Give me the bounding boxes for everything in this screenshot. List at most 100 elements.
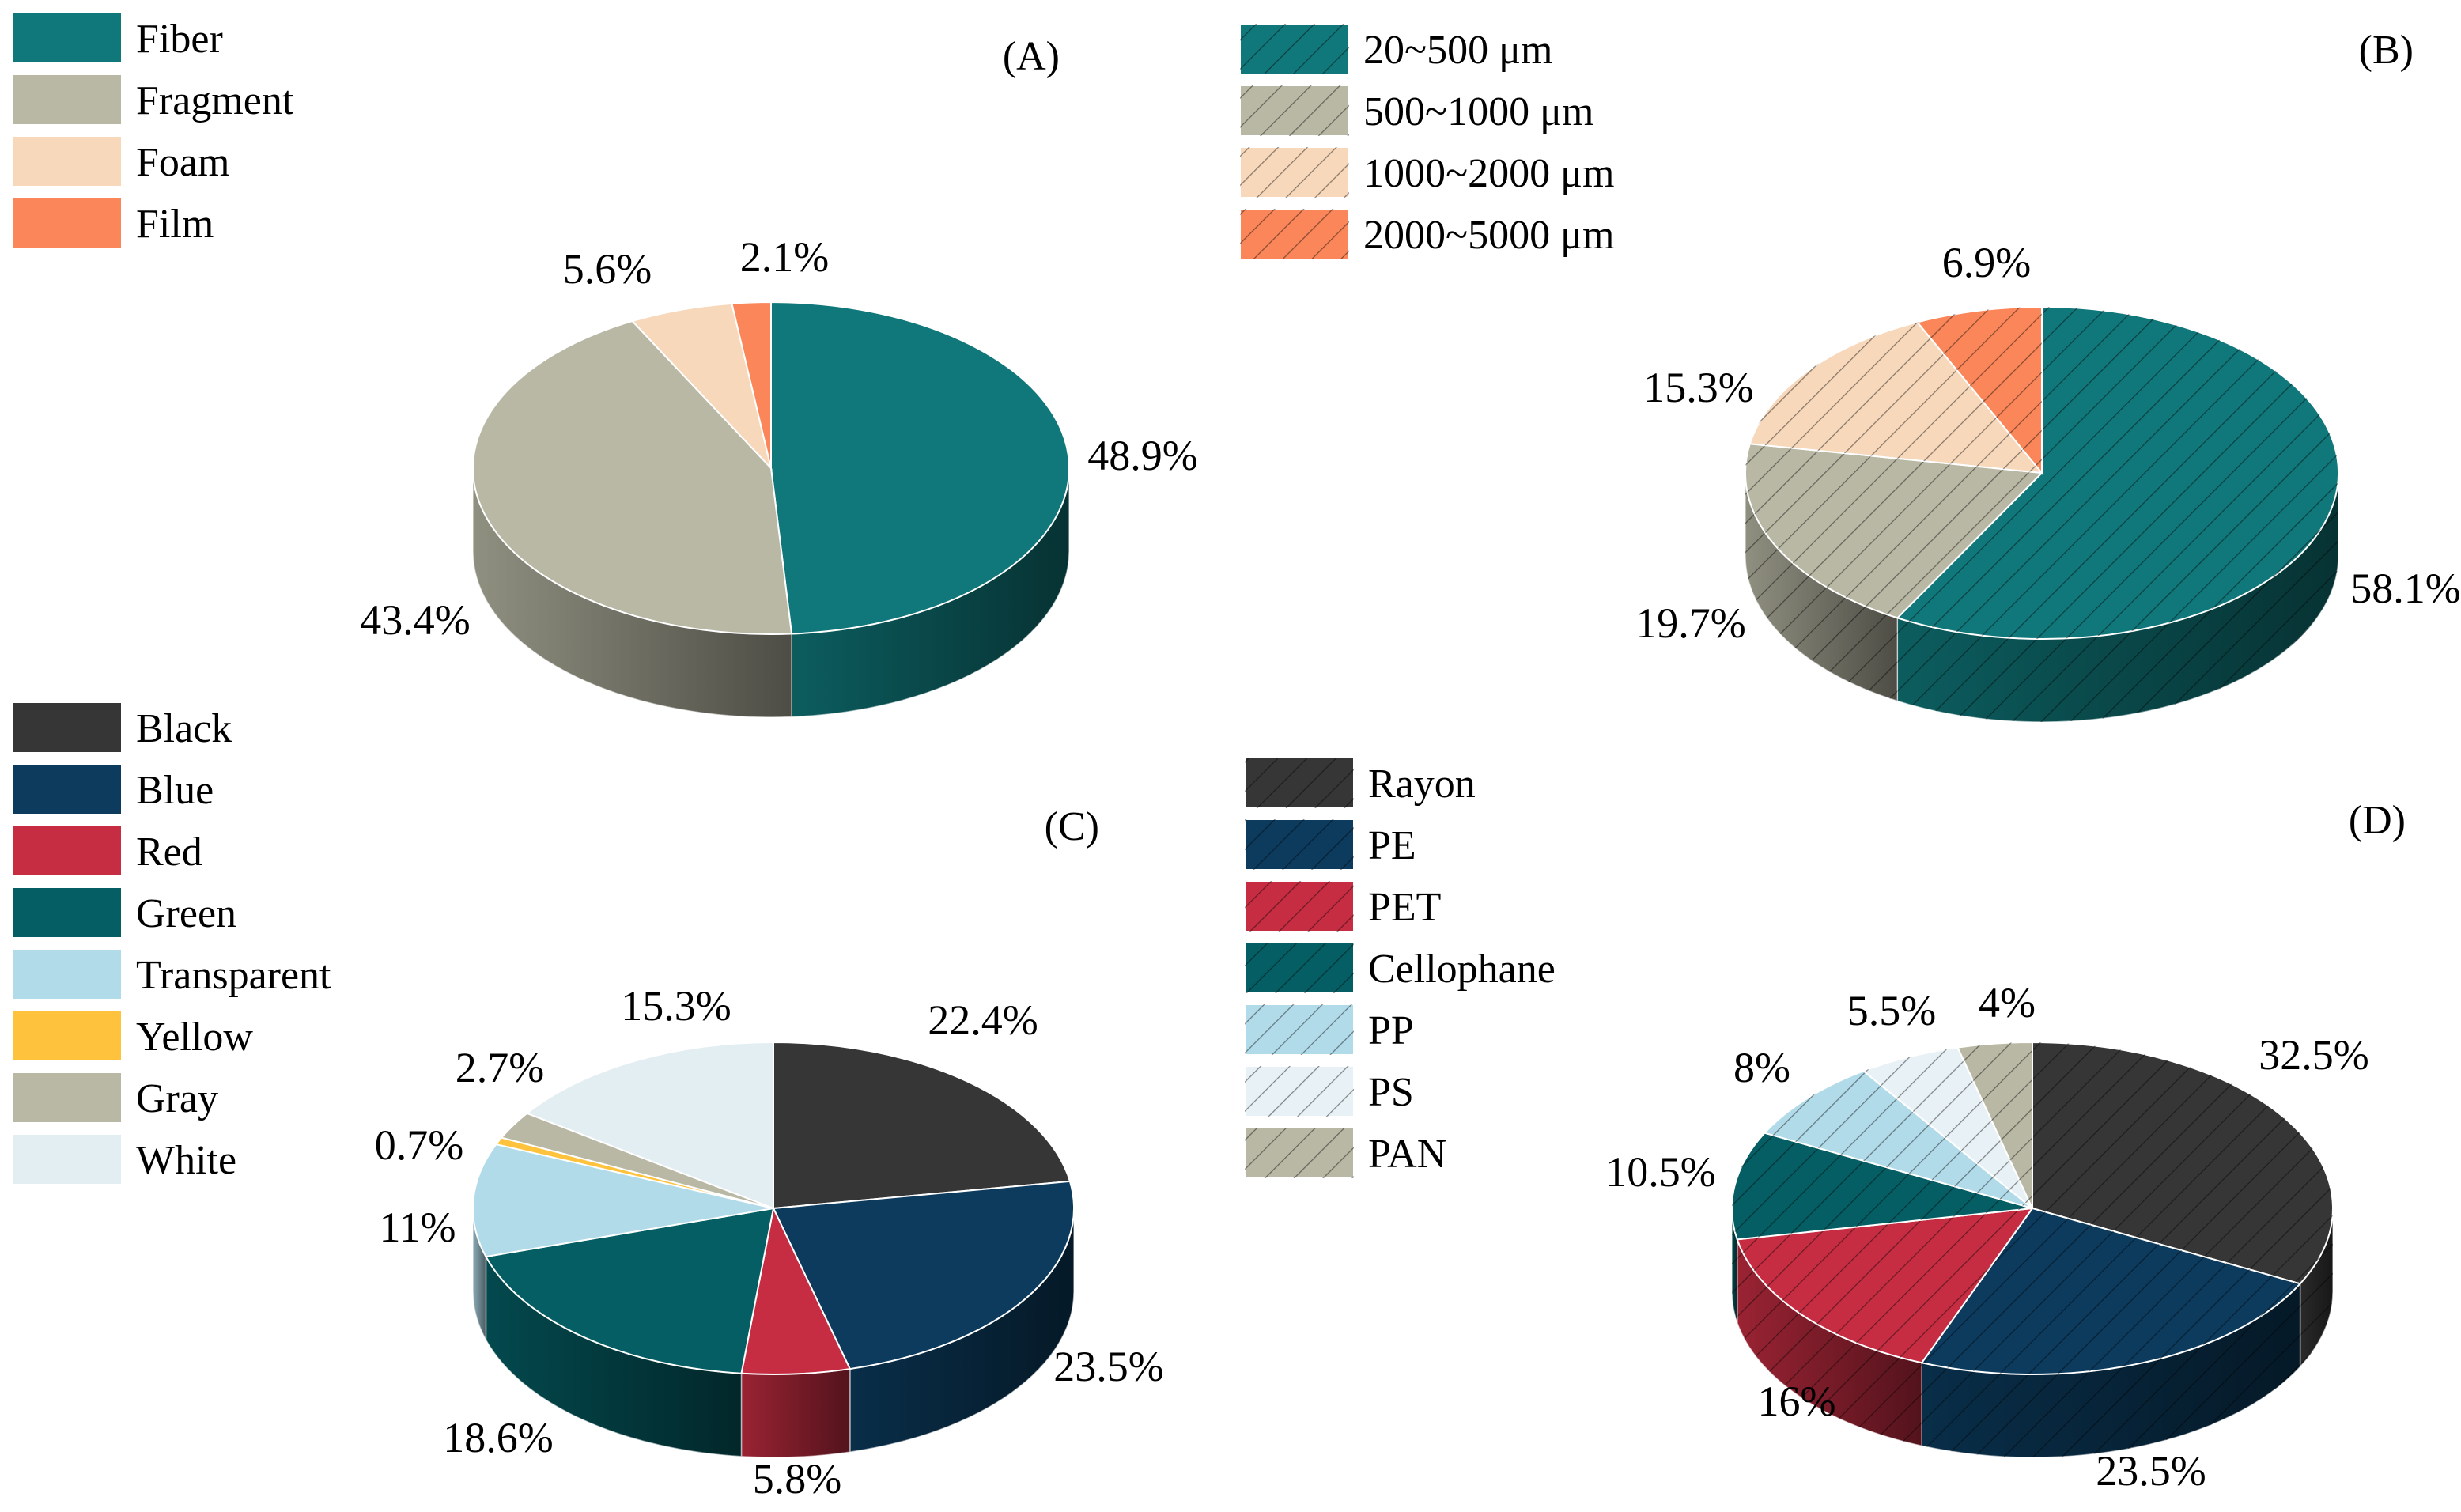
pie-slice-hatch — [1917, 307, 2042, 473]
legend-label: White — [136, 1138, 236, 1183]
legend-swatch — [12, 701, 123, 754]
pie-slice-hatch — [1749, 322, 2042, 473]
legend-label: Yellow — [136, 1015, 253, 1060]
data-label: 23.5% — [1053, 1343, 1163, 1390]
pie-slice-fragment[interactable] — [472, 319, 793, 635]
pie-slice-hatch — [1737, 1208, 2032, 1363]
data-label: 0.7% — [375, 1121, 463, 1169]
legend-swatch-hatch — [1245, 943, 1354, 993]
pie-side-wall — [740, 1368, 851, 1458]
pie-slice-hatch — [1732, 1132, 2032, 1240]
legend-label: Rayon — [1368, 762, 1476, 807]
pie-slice-foam[interactable] — [630, 302, 773, 471]
panel-label: (A) — [1003, 34, 1060, 79]
legend-label: PS — [1368, 1070, 1414, 1115]
data-label: 32.5% — [2259, 1031, 2368, 1079]
data-label: 10.5% — [1605, 1148, 1715, 1196]
legend-swatch-hatch — [1240, 209, 1349, 259]
legend-label: Green — [136, 891, 236, 936]
legend-label: Black — [136, 706, 232, 751]
legend-label: Cellophane — [1368, 947, 1556, 992]
pie-panel-d: Rayon PE PET Cellophane PP PS PAN (D) 32.5% 23.5%… — [1244, 757, 2406, 1495]
data-label: 58.1% — [2350, 565, 2460, 612]
data-label: 4% — [1979, 979, 2036, 1026]
legend-swatch-hatch — [1240, 147, 1349, 198]
data-label: 6.9% — [1942, 239, 2031, 286]
data-label: 5.8% — [753, 1455, 841, 1503]
legend-swatch — [12, 825, 123, 877]
legend-swatch-hatch — [1240, 24, 1349, 74]
pie-slice-hatch — [1863, 1047, 2032, 1208]
data-label: 19.7% — [1635, 599, 1745, 647]
legend-swatch — [12, 886, 123, 939]
pie-side-hatch — [1737, 1239, 1922, 1446]
legend-label: Fragment — [136, 78, 294, 123]
pie-slice-transparent[interactable] — [472, 1143, 774, 1258]
legend-swatch — [12, 1010, 123, 1062]
legend-swatch — [12, 1072, 123, 1124]
pie-slice-white[interactable] — [525, 1041, 774, 1210]
data-label: 18.6% — [443, 1414, 553, 1461]
legend-swatch — [12, 74, 123, 126]
legend-swatch-hatch — [1245, 819, 1354, 870]
pie-slice-black[interactable] — [773, 1041, 1072, 1210]
pie-panel-a: Fiber Fragment Foam Film (A) 48.9% 43.4% 5.6% 2.… — [12, 12, 1198, 718]
pie-slice-hatch — [1745, 444, 2042, 618]
legend-swatch — [12, 948, 123, 1000]
legend-swatch — [12, 12, 123, 64]
pie-slice-hatch — [2032, 1042, 2334, 1284]
pie-slice-blue[interactable] — [772, 1180, 1075, 1370]
data-label: 15.3% — [1643, 364, 1753, 411]
legend-label: PE — [1368, 823, 1416, 868]
pie-side-hatch — [1897, 473, 2338, 722]
legend-swatch-hatch — [1245, 1066, 1354, 1117]
legend-label: 500~1000 μm — [1363, 89, 1593, 134]
pie-panels: Fiber Fragment Foam Film (A) 48.9% 43.4% 5.6% 2.… — [12, 12, 2461, 1503]
legend-label: PP — [1368, 1008, 1414, 1053]
data-label: 23.5% — [2096, 1447, 2206, 1495]
legend-swatch — [12, 1133, 123, 1185]
legend-swatch — [12, 135, 123, 187]
data-label: 8% — [1733, 1044, 1790, 1091]
legend-label: Foam — [136, 140, 229, 185]
legend-label: Transparent — [136, 953, 331, 998]
data-label: 11% — [380, 1204, 456, 1251]
data-label: 16% — [1758, 1378, 1836, 1425]
pie-slice-hatch — [1897, 307, 2339, 640]
legend-label: Gray — [136, 1076, 218, 1121]
pie-slice-fiber[interactable] — [770, 301, 1071, 635]
data-label: 2.1% — [740, 233, 829, 281]
legend-swatch-hatch — [1245, 1004, 1354, 1055]
legend-swatch-hatch — [1245, 881, 1354, 932]
data-label: 5.5% — [1847, 987, 1936, 1034]
pie-slice-hatch — [1764, 1071, 2032, 1208]
legend-label: 20~500 μm — [1363, 28, 1552, 73]
pie-side-hatch — [1745, 473, 1898, 701]
legend-label: 2000~5000 μm — [1363, 213, 1614, 258]
pie-slice-hatch — [1922, 1208, 2300, 1374]
pie-side-hatch — [1922, 1283, 2300, 1457]
legend-swatch-hatch — [1245, 758, 1354, 808]
data-label: 43.4% — [360, 596, 470, 644]
data-label: 22.4% — [928, 996, 1038, 1044]
legend-swatch-hatch — [1245, 1128, 1354, 1178]
legend-swatch — [12, 763, 123, 815]
legend-label: PET — [1368, 885, 1441, 930]
legend-label: Fiber — [136, 17, 223, 62]
legend-label: PAN — [1368, 1132, 1446, 1177]
legend-swatch-hatch — [1240, 85, 1349, 136]
legend-swatch — [12, 197, 123, 249]
panel-label: (B) — [2359, 28, 2414, 73]
pie-panel-c: Black Blue Red Green Transparent Yellow Gray Wh… — [12, 701, 1164, 1503]
panel-label: (C) — [1045, 804, 1099, 849]
pie-slice-red[interactable] — [740, 1205, 852, 1375]
pie-slice-film[interactable] — [731, 301, 772, 469]
legend-label: Film — [136, 202, 214, 247]
pie-slice-hatch — [1957, 1042, 2032, 1208]
pie-slice-green[interactable] — [484, 1207, 775, 1374]
panel-label: (D) — [2349, 798, 2406, 843]
pie-panel-b: 20~500 μm 500~1000 μm 1000~2000 μm 2000~500… — [1239, 23, 2461, 723]
legend-label: Blue — [136, 768, 214, 813]
data-label: 15.3% — [621, 982, 731, 1030]
